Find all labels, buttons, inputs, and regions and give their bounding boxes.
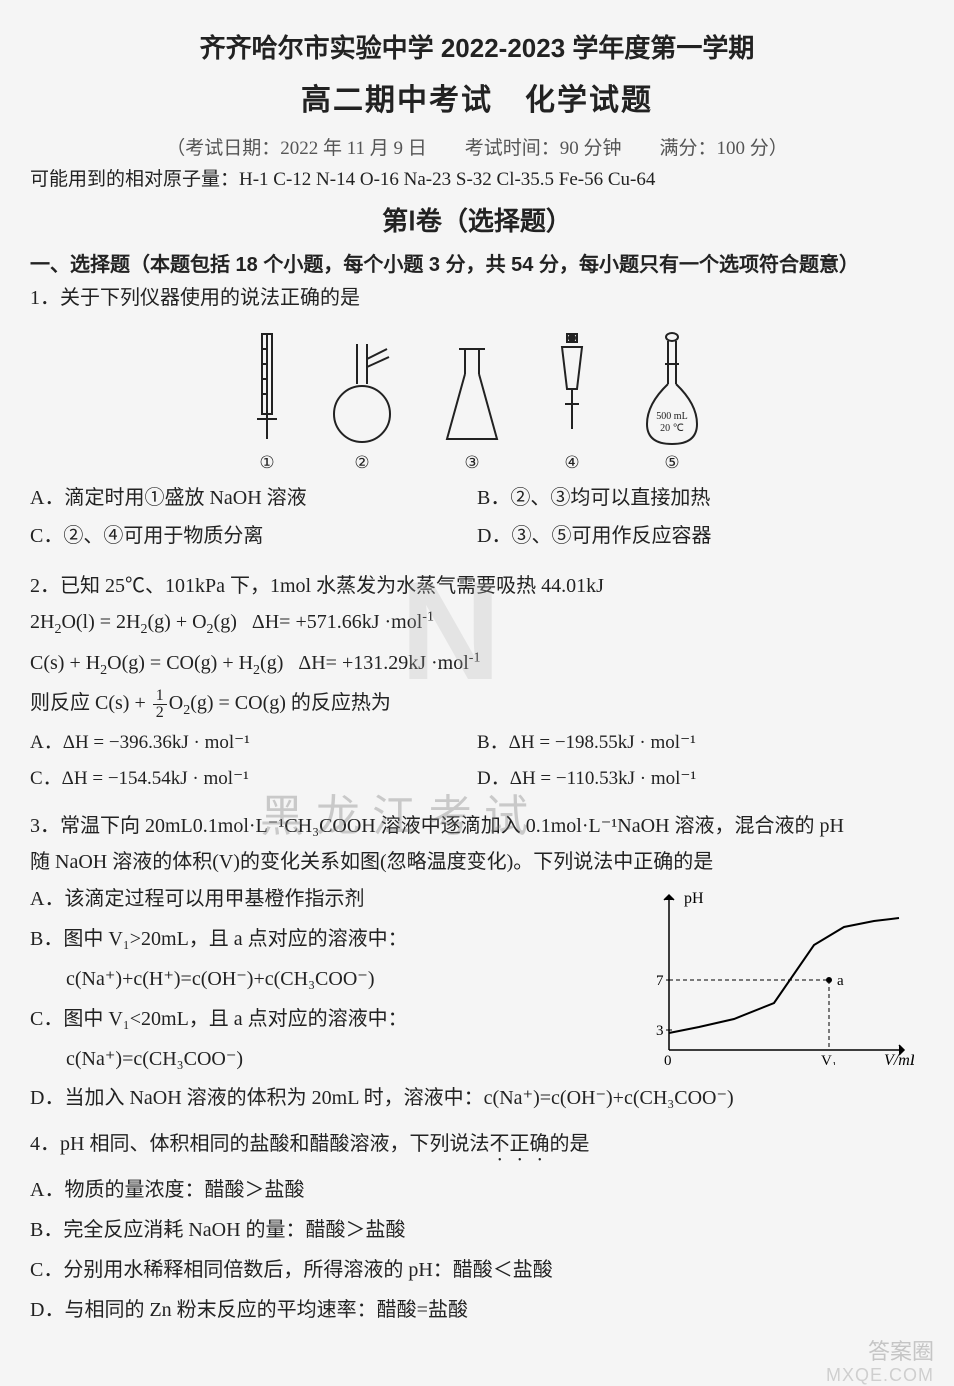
q2-eq3-post: 的反应热为 (286, 692, 391, 714)
q1-opt-a: A．滴定时用①盛放 NaOH 溶液 (30, 479, 477, 517)
q2-eq3: 则反应 C(s) + 12O2(g) = CO(g) 的反应热为 (30, 684, 924, 725)
fig-volumetric-flask: 500 mL 20 ℃ ⑤ (637, 329, 707, 473)
q4-stem-post: 的是 (549, 1133, 589, 1155)
q3-opt-c2: c(Na⁺)=c(CH₃COO⁻) (30, 1039, 632, 1079)
fig-label-3: ③ (437, 453, 507, 473)
q1-figures: ① ② ③ ④ 500 mL 20 ℃ (30, 329, 924, 473)
chart-origin: 0 (664, 1053, 672, 1065)
fig-label-2: ② (327, 453, 397, 473)
fig-separating-funnel: ④ (547, 329, 597, 473)
q4-opt-b: B．完全反应消耗 NaOH 的量：醋酸＞盐酸 (30, 1210, 924, 1250)
titration-curve-svg: pH V/mL 3 7 0 V₁ a (644, 885, 914, 1065)
q2-eq2: C(s) + H2O(g) = CO(g) + H2(g) ΔH= +131.2… (30, 644, 924, 685)
q4-opt-c: C．分别用水稀释相同倍数后，所得溶液的 pH：醋酸＜盐酸 (30, 1250, 924, 1290)
flask-text1: 500 mL (656, 411, 687, 422)
fig-label-5: ⑤ (637, 453, 707, 473)
fig-conical-flask: ③ (437, 329, 507, 473)
fig-label-4: ④ (547, 453, 597, 473)
watermark-br2: MXQE.COM (826, 1365, 934, 1386)
section-instruction: 一、选择题（本题包括 18 个小题，每个小题 3 分，共 54 分，每小题只有一… (30, 248, 924, 277)
chart-y3: 3 (656, 1023, 664, 1039)
q2-opt-c: C．ΔH = −154.54kJ · mol⁻¹ (30, 761, 477, 797)
q2-opt-b: B．ΔH = −198.55kJ · mol⁻¹ (477, 725, 924, 761)
q2-opt-d: D．ΔH = −110.53kJ · mol⁻¹ (477, 761, 924, 797)
fig-burette: ① (247, 329, 287, 473)
q1-opt-c: C．②、④可用于物质分离 (30, 517, 477, 555)
flask-text2: 20 ℃ (660, 423, 684, 434)
q2-eq3-mid: C(s) + 12O2(g) = CO(g) (95, 692, 286, 714)
q2-opt-a: A．ΔH = −396.36kJ · mol⁻¹ (30, 725, 477, 761)
q2-stem: 2．已知 25℃、101kPa 下，1mol 水蒸发为水蒸气需要吸热 44.01… (30, 569, 924, 603)
fig-label-1: ① (247, 453, 287, 473)
fig-distill-flask: ② (327, 329, 397, 473)
atomic-mass-line: 可能用到的相对原子量：H-1 C-12 N-14 O-16 Na-23 S-32… (30, 164, 924, 191)
titration-curve (669, 918, 899, 1033)
q4-opt-a: A．物质的量浓度：醋酸＞盐酸 (30, 1170, 924, 1210)
q4-options: A．物质的量浓度：醋酸＞盐酸 B．完全反应消耗 NaOH 的量：醋酸＞盐酸 C．… (30, 1170, 924, 1330)
q2-eq1: 2H2O(l) = 2H2(g) + O2(g) ΔH= +571.66kJ ·… (30, 603, 924, 644)
watermark-br1: 答案圈 (868, 1334, 934, 1366)
header-title1: 齐齐哈尔市实验中学 2022-2023 学年度第一学期 (30, 28, 924, 65)
chart-v1: V₁ (821, 1053, 837, 1065)
q1-options: A．滴定时用①盛放 NaOH 溶液 B．②、③均可以直接加热 C．②、④可用于物… (30, 479, 924, 555)
section-title: 第Ⅰ卷（选择题） (30, 201, 924, 238)
header-title2: 高二期中考试 化学试题 (30, 75, 924, 119)
q4-opt-d: D．与相同的 Zn 粉末反应的平均速率：醋酸=盐酸 (30, 1290, 924, 1330)
q3-stem-1: 3．常温下向 20mL0.1mol·L⁻¹CH₃COOH 溶液中逐滴加入 0.1… (30, 809, 924, 843)
q4-stem-pre: 4．pH 相同、体积相同的盐酸和醋酸溶液，下列说法 (30, 1133, 489, 1155)
chart-ylabel: pH (684, 890, 704, 907)
q1-opt-d: D．③、⑤可用作反应容器 (477, 517, 924, 555)
q2-eq3-pre: 则反应 (30, 692, 95, 714)
exam-meta: （考试日期：2022 年 11 月 9 日 考试时间：90 分钟 满分：100 … (30, 133, 924, 160)
q3-opt-b2: c(Na⁺)+c(H⁺)=c(OH⁻)+c(CH₃COO⁻) (30, 959, 632, 999)
q3-stem-2: 随 NaOH 溶液的体积(V)的变化关系如图(忽略温度变化)。下列说法中正确的是 (30, 845, 924, 879)
q2-options: A．ΔH = −396.36kJ · mol⁻¹ B．ΔH = −198.55k… (30, 725, 924, 797)
q3-options: A．该滴定过程可以用甲基橙作指示剂 B．图中 V₁>20mL，且 a 点对应的溶… (30, 879, 632, 1079)
q3-opt-b1: B．图中 V₁>20mL，且 a 点对应的溶液中： (30, 919, 632, 959)
point-a (826, 977, 832, 983)
q3-opt-a: A．该滴定过程可以用甲基橙作指示剂 (30, 879, 632, 919)
point-a-label: a (837, 973, 844, 989)
q3-opt-d: D．当加入 NaOH 溶液的体积为 20mL 时，溶液中：c(Na⁺)=c(OH… (30, 1081, 924, 1115)
q1-opt-b: B．②、③均可以直接加热 (477, 479, 924, 517)
chart-y7: 7 (656, 973, 664, 989)
q4-stem-emph: 不正确 (489, 1133, 549, 1155)
chart-xlabel: V/mL (884, 1052, 914, 1065)
q1-stem: 1．关于下列仪器使用的说法正确的是 (30, 281, 924, 315)
q3-chart: pH V/mL 3 7 0 V₁ a (644, 879, 924, 1079)
q4-stem: 4．pH 相同、体积相同的盐酸和醋酸溶液，下列说法不正确的是 (30, 1127, 924, 1166)
q3-opt-c1: C．图中 V₁<20mL，且 a 点对应的溶液中： (30, 999, 632, 1039)
